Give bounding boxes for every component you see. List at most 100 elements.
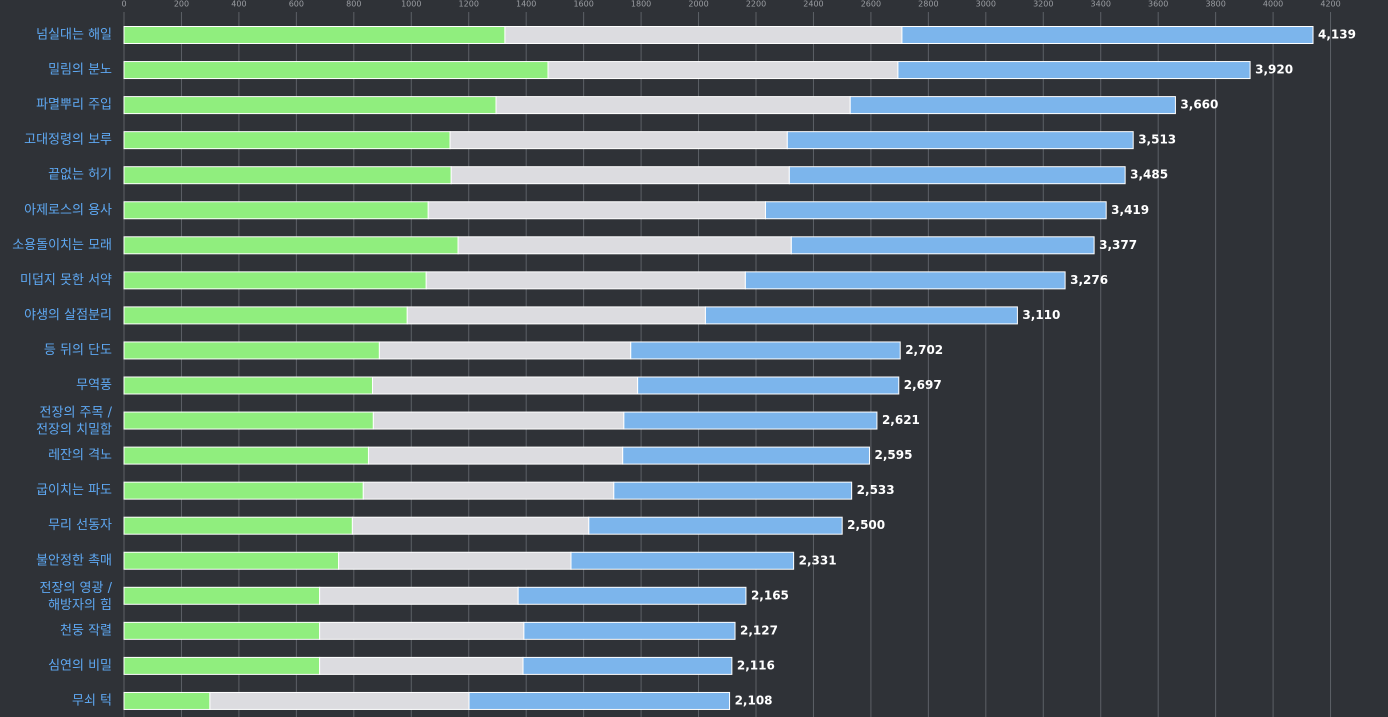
bar-segment	[123, 26, 506, 44]
x-tick-label: 2600	[861, 0, 881, 9]
x-tick-label: 3800	[1205, 0, 1225, 9]
bar-segment	[425, 271, 746, 290]
category-label: 소용돌이치는 모래	[12, 238, 112, 253]
category-label: 전장의 주목 / 전장의 치밀함	[36, 405, 113, 437]
x-tick-label: 1400	[516, 0, 536, 9]
bar-segment	[123, 551, 340, 570]
category-label: 굽이치는 파도	[36, 483, 112, 498]
x-tick-label: 2000	[688, 0, 708, 9]
bar-segment	[457, 236, 792, 255]
bar-segment	[362, 481, 615, 500]
bar-segment	[547, 61, 899, 80]
bar-segment	[613, 481, 853, 500]
total-label: 4,139	[1318, 28, 1356, 42]
bar-segment	[123, 376, 373, 395]
category-label: 아제로스의 용사	[24, 203, 112, 218]
bar-segment	[704, 306, 1018, 325]
bar-segment	[372, 411, 625, 430]
bar-segment	[319, 656, 524, 675]
total-label: 2,621	[882, 413, 920, 427]
bar-segment	[123, 621, 321, 640]
bar-segment	[522, 656, 733, 675]
total-label: 2,697	[904, 378, 942, 392]
category-label: 고대정령의 보루	[24, 133, 112, 148]
bar-segment	[849, 96, 1176, 115]
bar-segment	[319, 621, 525, 640]
bar-segment	[449, 131, 788, 150]
bar-segment	[123, 691, 211, 710]
category-label: 넘실대는 해일	[36, 28, 112, 43]
category-label-line: 해방자의 힘	[48, 597, 112, 612]
category-label: 야생의 살점분리	[24, 308, 112, 323]
bar-segment	[378, 341, 632, 360]
bar-segment	[427, 201, 766, 220]
x-tick-label: 2400	[803, 0, 823, 9]
x-tick-label: 1000	[401, 0, 421, 9]
total-label: 2,127	[740, 623, 778, 637]
bar-segment	[630, 341, 901, 360]
total-label: 3,377	[1099, 238, 1137, 252]
total-label: 3,513	[1138, 133, 1176, 147]
total-label: 3,660	[1180, 98, 1218, 112]
bar-segment	[319, 586, 519, 605]
category-label: 심연의 비밀	[48, 658, 112, 673]
bar-segment	[123, 411, 374, 430]
bar-segment	[123, 271, 427, 290]
category-label: 등 뒤의 단도	[44, 343, 112, 358]
total-label: 3,110	[1022, 308, 1060, 322]
bar-segment	[123, 586, 321, 605]
total-label: 2,500	[847, 518, 885, 532]
total-label: 2,595	[874, 448, 912, 462]
total-label: 2,331	[799, 553, 837, 567]
x-tick-label: 800	[346, 0, 361, 9]
x-tick-label: 400	[231, 0, 246, 9]
category-label: 미덥지 못한 서약	[20, 273, 112, 288]
bar-segment	[623, 411, 878, 430]
category-label-line: 전장의 영광 /	[40, 580, 113, 595]
bar-segment	[123, 656, 321, 675]
x-tick-label: 1200	[459, 0, 479, 9]
total-label: 2,116	[737, 658, 775, 672]
bar-segment	[897, 61, 1251, 80]
bar-segment	[123, 201, 429, 220]
x-tick-label: 3200	[1033, 0, 1053, 9]
x-tick-label: 1800	[631, 0, 651, 9]
bar-segment	[744, 271, 1066, 290]
bar-segment	[123, 96, 497, 115]
bar-segment	[406, 306, 706, 325]
bar-segment	[371, 376, 639, 395]
bar-segment	[788, 166, 1126, 185]
bar-segment	[123, 481, 364, 500]
category-label: 무리 선동자	[48, 518, 112, 533]
bar-segment	[123, 166, 452, 185]
bar-segment	[367, 446, 624, 465]
bar-segment	[786, 131, 1134, 150]
bar-segment	[637, 376, 900, 395]
bar-segment	[901, 26, 1314, 44]
bar-segment	[123, 61, 549, 80]
category-label: 파멸뿌리 주입	[36, 98, 112, 113]
bar-segment	[495, 96, 851, 115]
total-label: 3,419	[1111, 203, 1149, 217]
bar-segment	[123, 236, 459, 255]
bar-segment	[123, 341, 380, 360]
bar-segment	[209, 691, 470, 710]
bar-segment	[351, 516, 590, 535]
x-tick-label: 1600	[573, 0, 593, 9]
x-tick-label: 3400	[1091, 0, 1111, 9]
bar-segment	[517, 586, 747, 605]
x-tick-label: 3000	[976, 0, 996, 9]
bar-segment	[123, 306, 408, 325]
category-label: 밀림의 분노	[48, 63, 112, 78]
bar-segment	[622, 446, 870, 465]
bar-segment	[123, 131, 451, 150]
bar-segment	[523, 621, 736, 640]
bar-segment	[123, 516, 353, 535]
total-label: 2,702	[905, 343, 943, 357]
bar-segment	[504, 26, 903, 44]
bar-segment	[790, 236, 1095, 255]
total-label: 2,533	[857, 483, 895, 497]
bar-segment	[764, 201, 1107, 220]
category-label: 무역풍	[76, 378, 112, 393]
